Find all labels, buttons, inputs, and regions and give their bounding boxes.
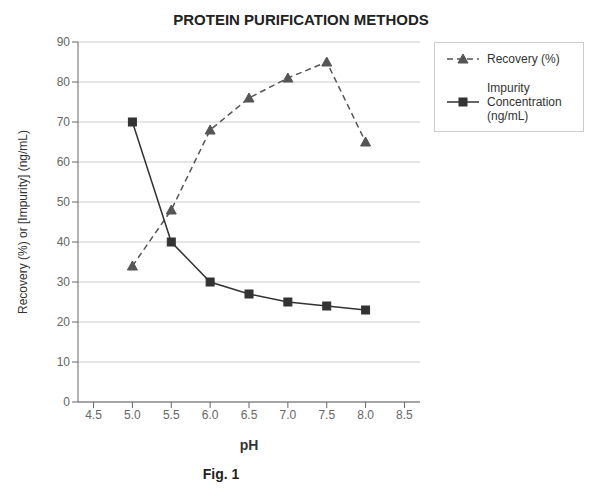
svg-text:30: 30	[57, 275, 71, 289]
svg-text:5.0: 5.0	[124, 408, 141, 422]
svg-text:50: 50	[57, 195, 71, 209]
svg-text:90: 90	[57, 35, 71, 49]
svg-text:7.0: 7.0	[280, 408, 297, 422]
svg-text:4.5: 4.5	[85, 408, 102, 422]
svg-text:70: 70	[57, 115, 71, 129]
svg-text:20: 20	[57, 315, 71, 329]
svg-text:8.5: 8.5	[396, 408, 413, 422]
html-text:Recovery (%): Recovery (%)	[487, 52, 560, 66]
svg-text:80: 80	[57, 75, 71, 89]
html-text:Concentration: Concentration	[487, 95, 562, 109]
svg-text:0: 0	[63, 395, 70, 409]
svg-text:8.0: 8.0	[357, 408, 374, 422]
svg-text:60: 60	[57, 155, 71, 169]
html-text:PROTEIN PURIFICATION METHODS: PROTEIN PURIFICATION METHODS	[173, 11, 429, 28]
svg-text:pH: pH	[240, 437, 259, 453]
svg-text:40: 40	[57, 235, 71, 249]
html-text:Fig. 1: Fig. 1	[202, 466, 240, 482]
svg-text:6.5: 6.5	[241, 408, 258, 422]
svg-text:10: 10	[57, 355, 71, 369]
svg-text:5.5: 5.5	[163, 408, 180, 422]
svg-text:6.0: 6.0	[202, 408, 219, 422]
svg-text:Recovery (%) or [Impurity] (ng: Recovery (%) or [Impurity] (ng/mL)	[16, 130, 30, 314]
svg-text:7.5: 7.5	[318, 408, 335, 422]
html-text:(ng/mL): (ng/mL)	[487, 109, 529, 123]
html-text:Impurity: Impurity	[487, 81, 530, 95]
